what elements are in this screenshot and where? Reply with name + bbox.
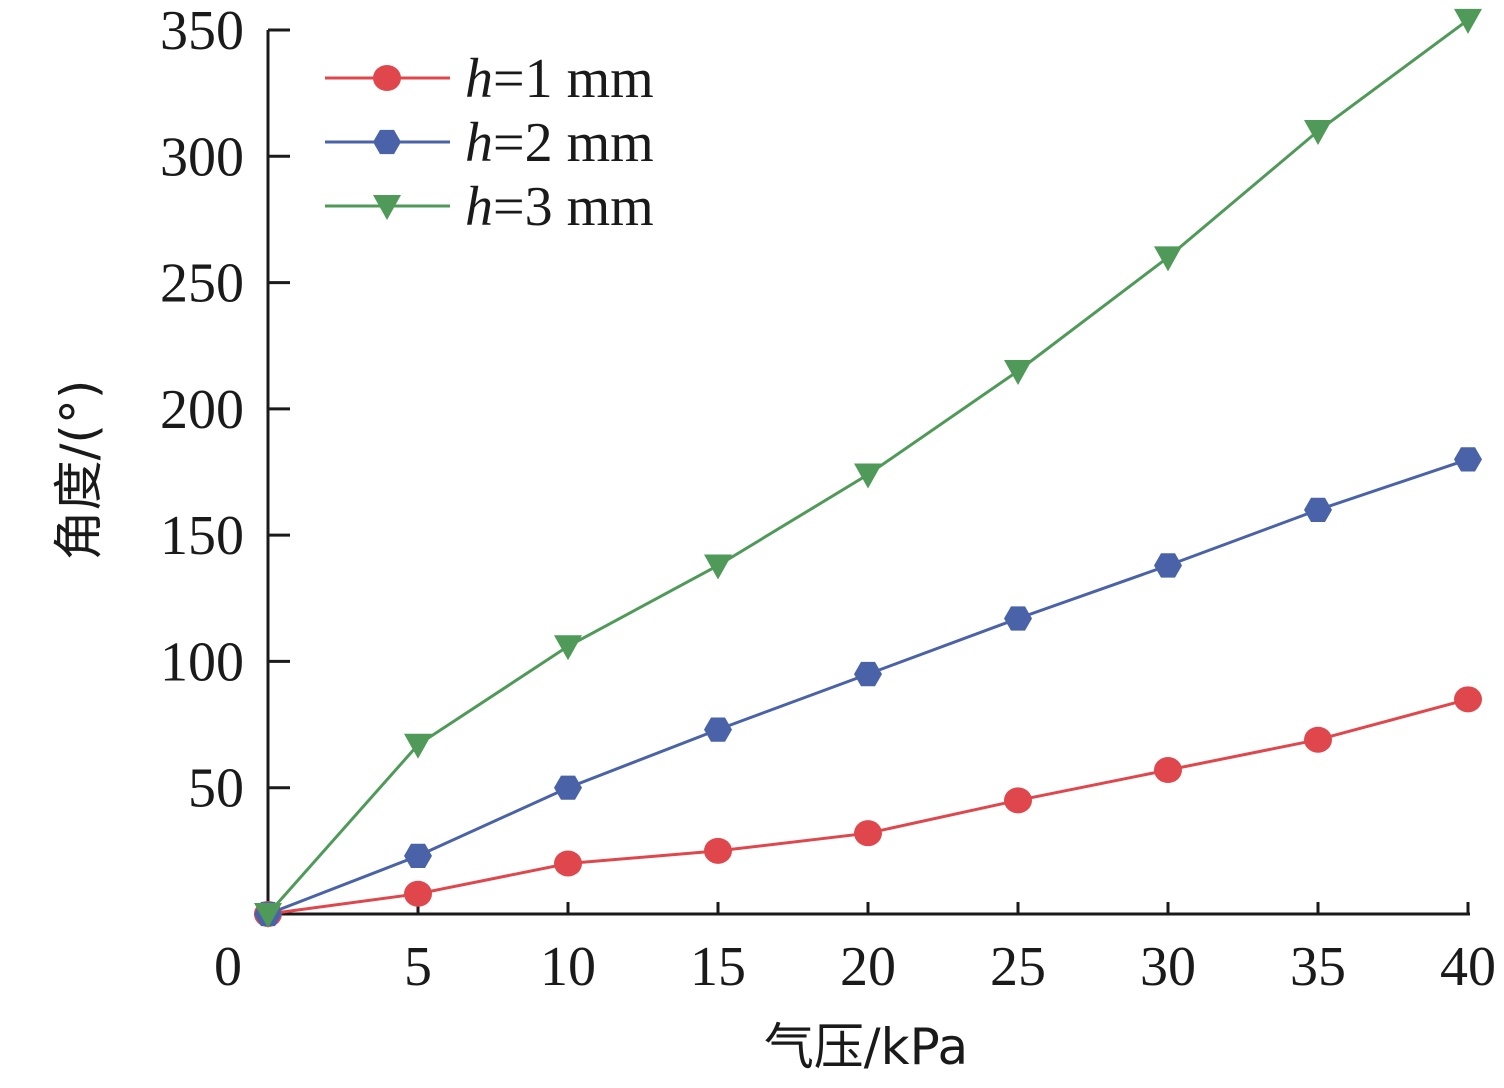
series-1-line [267, 697, 1469, 916]
origin-label: 0 [214, 936, 242, 998]
series-3-point [704, 554, 732, 580]
series-2-point [1004, 606, 1032, 631]
legend-item: h=3 mm [325, 176, 654, 238]
legend-label: h=3 mm [465, 176, 654, 238]
x-tick-label: 15 [690, 936, 746, 998]
legend-label-variable: h [465, 48, 493, 110]
y-ticks: 50 100 150 200 250 300 350 [160, 0, 290, 820]
x-tick-label: 40 [1440, 936, 1496, 998]
y-tick-label: 50 [188, 758, 244, 820]
series-3-point [1004, 359, 1032, 385]
x-tick-label: 25 [990, 936, 1046, 998]
series-3-point [254, 903, 282, 928]
y-tick-label: 350 [160, 0, 244, 62]
x-tick-label: 10 [540, 936, 596, 998]
series-1-point [854, 820, 882, 847]
y-axis-title: 角度/(°) [50, 380, 108, 561]
y-tick-label: 100 [160, 631, 244, 693]
series-layer [254, 8, 1482, 928]
y-tick-label: 250 [160, 253, 244, 315]
series-2 [254, 447, 1482, 927]
series-3-point [554, 635, 582, 661]
series-1-point [1004, 787, 1032, 814]
legend-label-text: =1 mm [493, 48, 654, 110]
legend-label-variable: h [465, 112, 493, 174]
legend-label: h=1 mm [465, 48, 654, 110]
legend-swatch-marker [373, 129, 401, 155]
series-3-point [1154, 246, 1182, 272]
legend-label-text: =2 mm [493, 112, 654, 174]
legend-swatch-marker [373, 195, 401, 220]
series-3-point [854, 463, 882, 489]
series-2-point [854, 661, 882, 687]
x-tick-label: 35 [1290, 936, 1346, 998]
y-tick-label: 300 [160, 126, 244, 188]
x-tick-label: 5 [404, 936, 432, 998]
legend: h=1 mmh=2 mmh=3 mm [325, 48, 654, 238]
legend-swatch-marker [373, 65, 401, 91]
x-ticks: 5 10 15 20 25 30 35 40 [404, 902, 1496, 998]
legend-item: h=2 mm [325, 112, 654, 174]
series-2-point [1304, 497, 1332, 522]
legend-label-text: =3 mm [493, 176, 654, 238]
legend-label-variable: h [465, 176, 493, 238]
series-3-point [404, 733, 432, 759]
series-3-point [1304, 120, 1332, 146]
legend-item: h=1 mm [325, 48, 654, 110]
series-1-point [1454, 686, 1482, 713]
series-1 [254, 686, 1482, 927]
series-3-point [1454, 8, 1482, 34]
series-1-point [554, 850, 582, 877]
series-2-point [1454, 447, 1482, 472]
series-1-point [1154, 757, 1182, 784]
x-axis-title: 气压/kPa [764, 1018, 968, 1076]
series-1-point [704, 837, 732, 864]
series-2-point [1154, 553, 1182, 578]
legend-label: h=2 mm [465, 112, 654, 174]
series-2-point [404, 843, 432, 868]
series-3 [254, 8, 1482, 928]
series-1-point [1304, 726, 1332, 753]
series-1-point [404, 880, 432, 907]
series-2-point [554, 775, 582, 800]
series-2-point [704, 717, 732, 742]
y-tick-label: 200 [160, 379, 244, 441]
x-tick-label: 30 [1140, 936, 1196, 998]
x-tick-label: 20 [840, 936, 896, 998]
y-tick-label: 150 [160, 505, 244, 567]
